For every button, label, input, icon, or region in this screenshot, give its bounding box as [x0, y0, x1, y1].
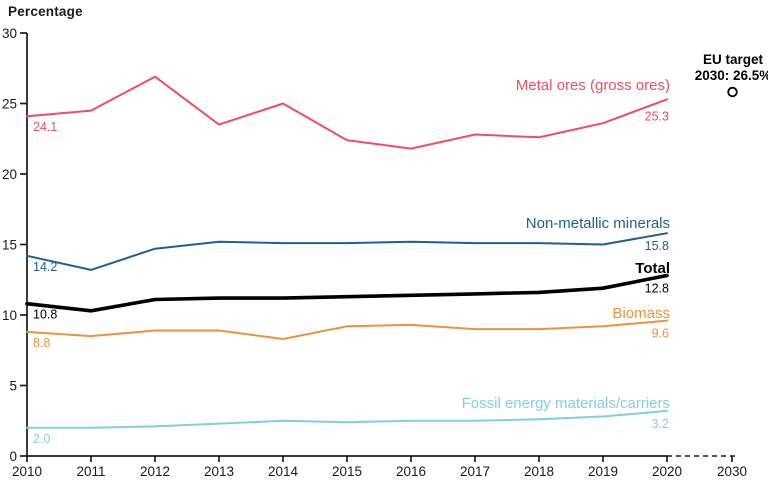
x-axis-tick-label: 2012	[140, 464, 170, 479]
y-axis-tick-label: 0	[9, 449, 17, 464]
x-axis-tick-label: 2020	[652, 464, 682, 479]
series-line-metal-ores-gross-ores	[26, 75, 668, 150]
series-start-value-metal-ores-gross-ores: 24.1	[33, 120, 57, 134]
x-axis-tick-label: 2017	[460, 464, 490, 479]
series-end-value-fossil-energy-materials-carriers: 3.2	[652, 417, 669, 431]
series-line-biomass	[26, 319, 668, 340]
series-name-label-metal-ores-gross-ores: Metal ores (gross ores)	[516, 77, 670, 94]
series-end-value-biomass: 9.6	[652, 327, 669, 341]
series-end-value-non-metallic-minerals: 15.8	[645, 239, 669, 253]
eu-target-label-line1: EU target	[702, 52, 763, 67]
eu-target-label-line2: 2030: 26.5%	[694, 68, 768, 83]
x-axis-tick-label: 2015	[332, 464, 362, 479]
x-axis-tick-label: 2010	[12, 464, 42, 479]
x-axis-tick-label: 2016	[396, 464, 426, 479]
y-axis-tick-label: 15	[2, 238, 17, 253]
y-axis-tick-label: 20	[2, 167, 17, 182]
x-axis-tick-label: 2030	[717, 464, 747, 479]
series-start-value-fossil-energy-materials-carriers: 2.0	[33, 432, 50, 446]
series-start-value-non-metallic-minerals: 14.2	[33, 260, 57, 274]
x-axis-tick-label: 2019	[588, 464, 618, 479]
x-axis-tick-label: 2013	[204, 464, 234, 479]
series-name-label-non-metallic-minerals: Non-metallic minerals	[526, 215, 670, 232]
y-axis-tick-label: 10	[2, 308, 17, 323]
series-line-total	[25, 273, 669, 313]
y-axis-title: Percentage	[8, 4, 83, 19]
series-end-value-total: 12.8	[645, 282, 669, 296]
x-axis-tick-label: 2014	[268, 464, 299, 479]
x-axis-tick-label: 2011	[76, 464, 105, 479]
eu-target-annotation: EU target 2030: 26.5%	[663, 52, 768, 84]
series-name-label-total: Total	[635, 260, 670, 277]
series-name-label-biomass: Biomass	[612, 305, 670, 322]
y-axis-tick-label: 5	[9, 379, 17, 394]
series-start-value-total: 10.8	[33, 308, 57, 322]
x-axis-tick-label: 2018	[524, 464, 554, 479]
eu-target-marker	[727, 86, 738, 98]
series-end-value-metal-ores-gross-ores: 25.3	[645, 109, 669, 123]
series-start-value-biomass: 8.8	[33, 336, 50, 350]
series-name-label-fossil-energy-materials-carriers: Fossil energy materials/carriers	[462, 395, 670, 412]
series-line-fossil-energy-materials-carriers	[26, 409, 668, 429]
series-line-non-metallic-minerals	[26, 232, 668, 271]
y-axis-tick-label: 25	[2, 97, 17, 112]
y-axis-tick-label: 30	[2, 26, 17, 41]
